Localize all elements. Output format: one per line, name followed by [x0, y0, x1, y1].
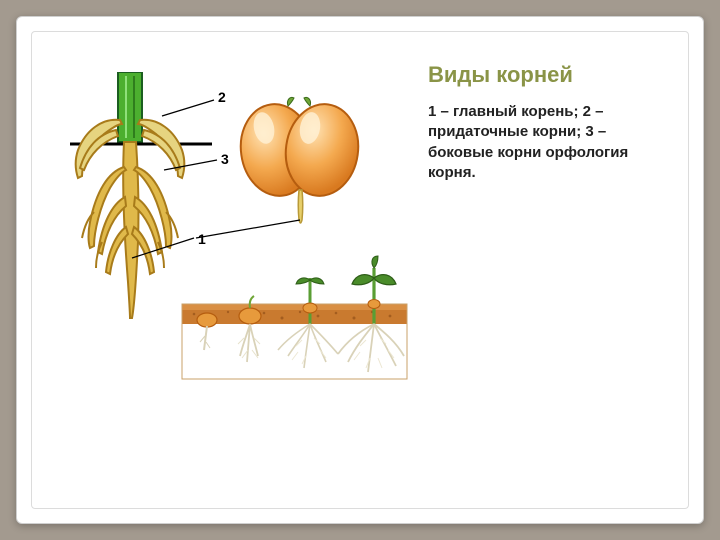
description-text: 1 – главный корень; 2 – придаточные корн… — [428, 102, 664, 183]
germination-strip — [182, 256, 407, 379]
label-1: 1 — [198, 231, 206, 247]
diagram-area: 2 3 1 — [32, 32, 420, 508]
slide-inner: 2 3 1 — [31, 31, 689, 509]
content-row: 2 3 1 — [32, 32, 688, 508]
page-title: Виды корней — [428, 62, 664, 88]
seed-group — [235, 97, 364, 223]
text-area: Виды корней 1 – главный корень; 2 – прид… — [420, 32, 688, 508]
diagram-labels: 2 3 1 — [198, 89, 229, 247]
slide-frame: 2 3 1 — [16, 16, 704, 524]
root-plant-group — [70, 72, 212, 318]
label-2: 2 — [218, 89, 226, 105]
root-diagram-svg: 2 3 1 — [52, 72, 412, 392]
label-3: 3 — [221, 151, 229, 167]
